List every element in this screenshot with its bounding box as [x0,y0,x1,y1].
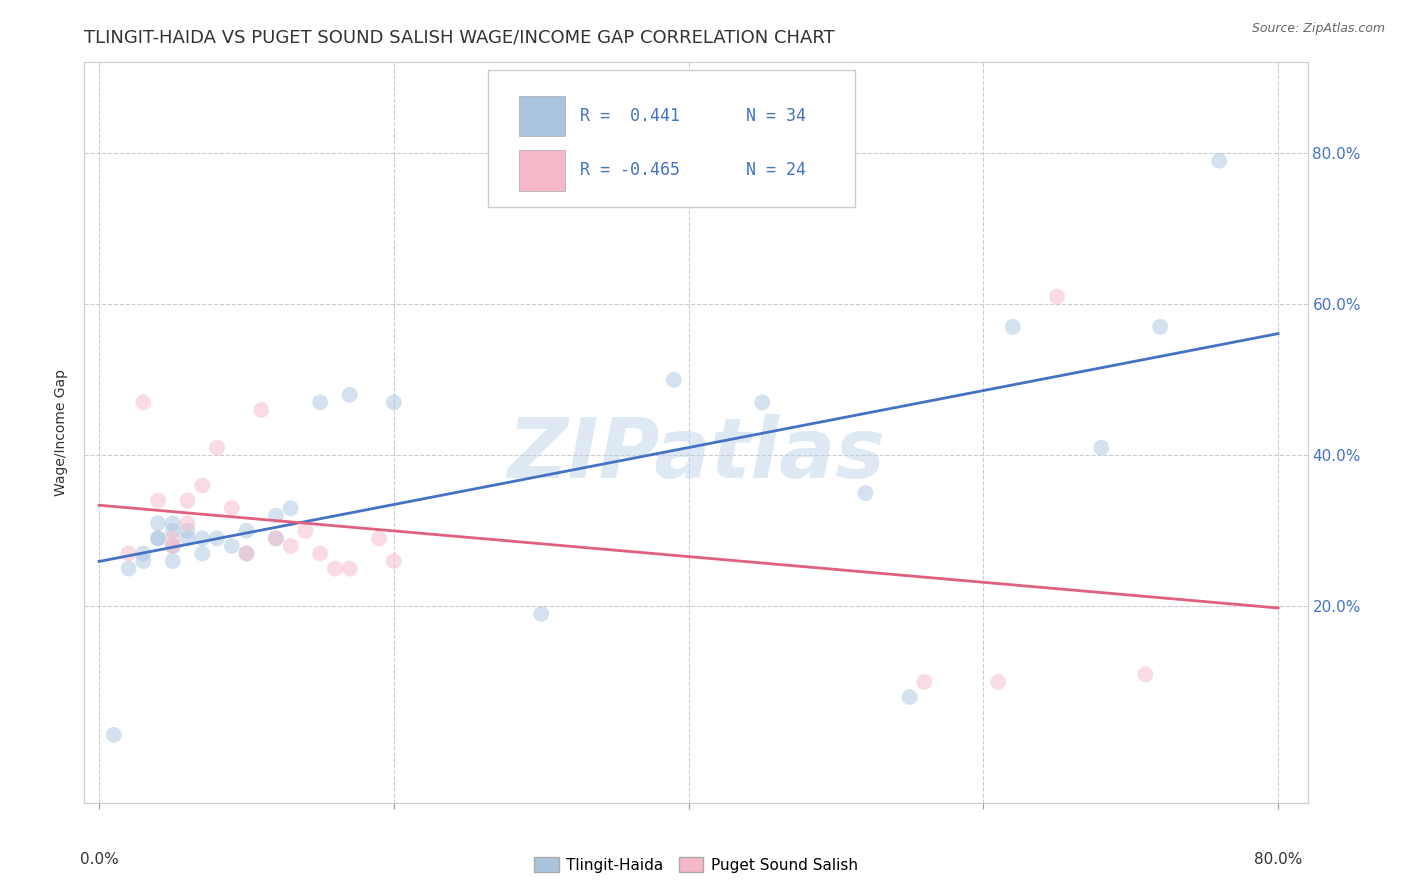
Point [146,516,169,531]
Point [323,561,346,575]
Text: TLINGIT-HAIDA VS PUGET SOUND SALISH WAGE/INCOME GAP CORRELATION CHART: TLINGIT-HAIDA VS PUGET SOUND SALISH WAGE… [84,29,835,47]
Point [530,607,553,621]
Y-axis label: Wage/Income Gap: Wage/Income Gap [55,369,69,496]
Point [146,532,169,546]
Point [103,728,125,742]
Point [162,524,184,538]
Point [912,674,935,689]
Point [162,532,184,546]
Point [309,547,332,561]
Point [751,395,773,409]
Point [1135,667,1157,681]
Point [191,532,214,546]
Point [205,532,228,546]
Point [132,395,155,409]
Point [250,403,273,417]
Point [162,516,184,531]
Point [132,547,155,561]
Point [339,388,361,402]
Point [264,532,287,546]
Point [235,524,257,538]
Point [176,532,198,546]
Point [191,547,214,561]
Legend: Tlingit-Haida, Puget Sound Salish: Tlingit-Haida, Puget Sound Salish [529,851,863,879]
Text: R = -0.465: R = -0.465 [579,161,679,179]
Point [117,561,139,575]
Point [987,674,1010,689]
Point [1208,153,1230,168]
Text: N = 24: N = 24 [747,161,806,179]
Point [117,547,139,561]
Point [1001,319,1024,334]
Point [294,524,316,538]
Point [146,493,169,508]
Text: 80.0%: 80.0% [1254,852,1302,867]
Point [162,539,184,553]
Point [162,554,184,568]
Point [368,532,391,546]
Point [1046,290,1069,304]
Point [280,539,302,553]
Point [176,493,198,508]
Point [382,554,405,568]
Text: ZIPatlas: ZIPatlas [508,414,884,495]
Point [280,501,302,516]
Text: R =  0.441: R = 0.441 [579,107,679,125]
Point [898,690,921,704]
Text: 0.0%: 0.0% [80,852,118,867]
FancyBboxPatch shape [488,70,855,207]
Point [264,508,287,523]
Point [221,539,243,553]
Point [176,516,198,531]
Point [205,441,228,455]
Point [662,373,685,387]
Point [382,395,405,409]
Point [191,478,214,492]
FancyBboxPatch shape [519,95,565,136]
Point [221,501,243,516]
Point [1090,441,1112,455]
Point [264,532,287,546]
Point [309,395,332,409]
Text: Source: ZipAtlas.com: Source: ZipAtlas.com [1251,22,1385,36]
FancyBboxPatch shape [519,150,565,191]
Point [855,486,877,500]
Point [235,547,257,561]
Text: N = 34: N = 34 [747,107,806,125]
Point [339,561,361,575]
Point [146,532,169,546]
Point [235,547,257,561]
Point [132,554,155,568]
Point [176,524,198,538]
Point [162,539,184,553]
Point [1149,319,1171,334]
